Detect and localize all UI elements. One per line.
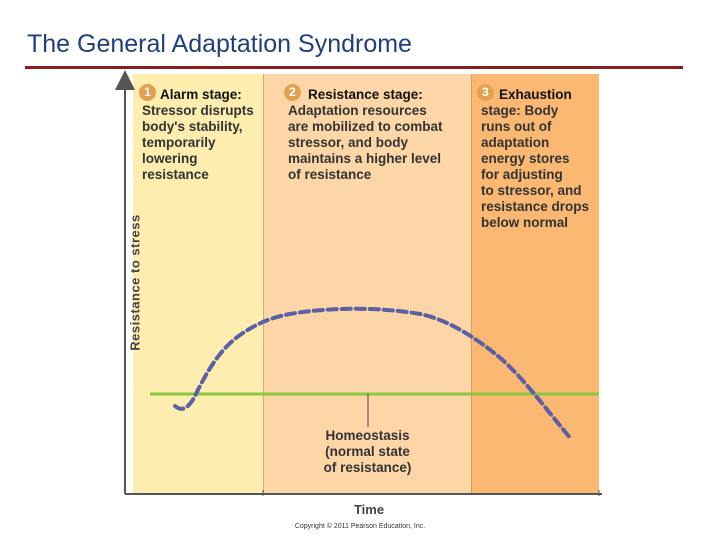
stage-1-line: body's stability, [142, 119, 243, 134]
stage-3-line: to stressor, and [481, 183, 582, 198]
stage-3-badge: 3 [477, 84, 494, 101]
alarm-stage-band [133, 74, 263, 494]
stage-2-line: stressor, and body [288, 135, 409, 150]
stage-3-line: adaptation [481, 135, 550, 150]
stage-1-line: temporarily [142, 135, 216, 150]
stage-1-text: Alarm stage: Stressor disrupts body's st… [142, 87, 254, 183]
stage-3-label: Exhaustion [499, 87, 572, 102]
stage-1-label: Alarm stage: [160, 87, 242, 102]
stage-1-badge: 1 [139, 84, 156, 101]
stage-2-text: Resistance stage: Adaptation resources a… [288, 87, 443, 183]
stage-2-line: Adaptation resources [288, 103, 427, 118]
stage-1-line: lowering [142, 151, 198, 166]
y-axis-label: Resistance to stress [127, 214, 143, 351]
x-axis-label: Time [353, 502, 385, 517]
exhaustion-stage-band [471, 74, 599, 494]
resistance-stage-band [263, 74, 471, 494]
copyright-notice: Copyright © 2011 Pearson Education, Inc. [294, 523, 426, 530]
annotation-line: Homeostasis [325, 428, 410, 443]
stage-3-line: for adjusting [481, 167, 563, 182]
annotation-line: (normal state [325, 444, 410, 459]
stage-2-line: maintains a higher level [288, 151, 442, 166]
stage-2-label: Resistance stage: [308, 87, 423, 102]
stage-1-line: Stressor disrupts [142, 103, 254, 118]
stage-2-badge: 2 [284, 84, 301, 101]
stage-2-line: of resistance [288, 167, 372, 182]
stage-2-line: are mobilized to combat [288, 119, 443, 134]
stage-divider [263, 74, 264, 494]
title-underline [25, 66, 683, 69]
homeostasis-annotation: Homeostasis (normal state of resistance) [305, 428, 430, 476]
stage-3-line: stage: Body [481, 103, 559, 118]
stage-3-line: energy stores [481, 151, 570, 166]
stage-3-line: below normal [481, 215, 569, 230]
stage-3-line: runs out of [481, 119, 552, 134]
annotation-line: of resistance) [323, 460, 412, 475]
stage-1-line: resistance [142, 167, 209, 182]
stage-divider [471, 74, 472, 494]
resistance-curve [173, 306, 574, 442]
slide-title: The General Adaptation Syndrome [27, 30, 412, 58]
stage-3-line: resistance drops [481, 199, 590, 214]
stage-3-text: Exhaustion stage: Body runs out of adapt… [481, 87, 589, 231]
